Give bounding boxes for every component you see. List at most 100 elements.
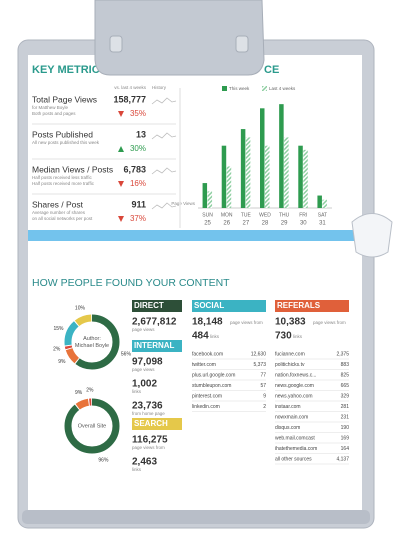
change-arrow	[118, 111, 124, 117]
metric-value: 158,777	[113, 94, 146, 104]
donut-label: 15%	[54, 326, 65, 332]
sparkline	[151, 202, 177, 210]
block-heading-bg	[132, 418, 182, 430]
x-tick-label: SUN	[202, 212, 213, 218]
sparkline	[151, 167, 177, 175]
source-count: 2	[263, 404, 266, 410]
stat-unit: links	[132, 467, 142, 472]
block-heading: DIRECT	[134, 301, 164, 310]
x-tick-date: 26	[223, 221, 230, 227]
legend-label: Last 4 weeks	[269, 86, 296, 91]
x-tick-date: 29	[281, 221, 288, 227]
section-title-fragment: CE	[264, 64, 279, 76]
block-heading: INTERNAL	[134, 341, 175, 350]
bar	[245, 137, 251, 208]
source-count: 2,375	[336, 351, 349, 357]
block-heading-bg	[275, 300, 349, 312]
donut-label: 10%	[75, 305, 86, 311]
x-tick-date: 28	[262, 221, 269, 227]
source-name: instaar.com	[275, 404, 301, 410]
change-arrow	[118, 146, 124, 152]
source-count: 825	[341, 372, 350, 378]
holder-ledge	[22, 510, 370, 524]
source-count: 883	[341, 362, 350, 368]
stat-value: 18,148	[192, 317, 223, 328]
stat-unit: links	[132, 389, 142, 394]
bar	[322, 199, 327, 208]
clip-hinge	[235, 35, 249, 53]
metric-name: Posts Published	[32, 129, 93, 139]
section-title: KEY METRICS	[32, 64, 107, 76]
metric-note: Average number of shares	[32, 210, 86, 215]
block-heading: SEARCH	[134, 419, 168, 428]
source-name: nation.foxnews.c...	[275, 372, 316, 378]
stat-unit: page views from	[313, 320, 346, 325]
donut-label: 56%	[121, 351, 132, 357]
source-count: 169	[341, 435, 350, 441]
metric-note: for Matthew Boyle	[32, 105, 69, 110]
bar	[284, 137, 289, 208]
metric-name: Median Views / Posts	[32, 164, 113, 174]
block-heading: REFERALS	[277, 301, 321, 310]
metric-change: 35%	[130, 109, 146, 118]
stat-unit: page views from	[230, 320, 263, 325]
legend-label: This week	[229, 86, 250, 91]
ruler-knob	[351, 213, 393, 258]
legend-swatch	[262, 86, 267, 91]
source-count: 665	[341, 383, 350, 389]
metric-note: Both posts and pages	[32, 111, 76, 116]
stat-unit: from home page	[132, 411, 165, 416]
metric-note: All new posts published this week	[32, 140, 100, 145]
change-arrow	[118, 181, 124, 187]
source-name: fucianne.com	[275, 351, 305, 357]
change-arrow	[118, 216, 124, 222]
donut-center-label: Author:	[83, 336, 101, 342]
source-name: politichicks.tv	[275, 362, 305, 368]
source-name: plus.url.google.com	[192, 372, 235, 378]
x-tick-date: 31	[319, 221, 326, 227]
source-name: news.google.com	[275, 383, 314, 389]
bar	[226, 166, 232, 208]
donut-segment	[64, 398, 120, 454]
x-tick-label: SAT	[318, 212, 327, 218]
x-tick-date: 27	[243, 221, 250, 227]
sparkline	[151, 132, 177, 140]
source-name: pinterest.com	[192, 393, 222, 399]
source-name: linkedin.com	[192, 404, 220, 410]
stat-unit: page views	[132, 327, 155, 332]
column-header: vs. last 4 weeks	[114, 85, 147, 90]
stat-value: 484	[192, 331, 209, 342]
stat-unit: links	[210, 334, 220, 339]
source-count: 164	[341, 446, 350, 452]
stat-value: 10,383	[275, 317, 306, 328]
block-heading-bg	[132, 340, 182, 352]
x-tick-label: TUE	[241, 212, 252, 218]
donut-label: 9%	[75, 390, 83, 396]
source-name: facebook.com	[192, 351, 223, 357]
bar	[303, 149, 308, 208]
bar	[260, 108, 265, 208]
metric-name: Total Page Views	[32, 94, 97, 104]
stat-unit: page views	[132, 367, 155, 372]
bar	[207, 191, 213, 208]
source-count: 77	[260, 372, 266, 378]
stat-value: 1,002	[132, 379, 157, 390]
sparkline	[151, 97, 177, 105]
block-heading-bg	[132, 300, 182, 312]
bar	[202, 183, 208, 208]
metric-value: 911	[131, 199, 146, 209]
paper	[28, 55, 362, 510]
clip-hinge	[109, 35, 123, 53]
source-count: 231	[341, 414, 350, 420]
stat-value: 2,463	[132, 457, 157, 468]
source-count: 9	[263, 393, 266, 399]
x-tick-label: THU	[279, 212, 290, 218]
donut-center-label: Overall Site	[78, 423, 106, 429]
stat-value: 730	[275, 331, 292, 342]
metric-value: 6,783	[123, 164, 146, 174]
donut-center-label: Michael Boyle	[75, 343, 109, 349]
metric-note: Half posts received less traffic	[32, 175, 92, 180]
stat-value: 116,275	[132, 435, 168, 446]
metric-note: Half posts received more traffic	[32, 181, 95, 186]
